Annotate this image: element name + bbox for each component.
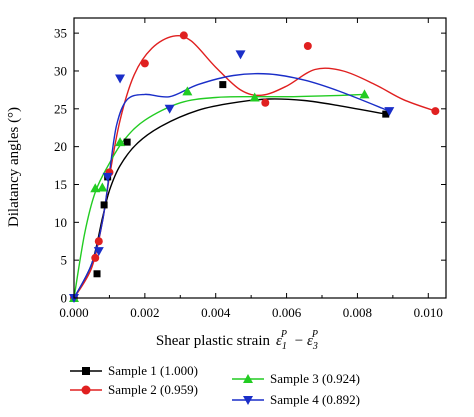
y-tick-label: 10	[54, 215, 67, 230]
series-1-point	[100, 201, 108, 209]
legend-label-sample-4: Sample 4 (0.892)	[270, 392, 360, 407]
y-tick-label: 20	[54, 139, 67, 154]
series-4-point	[235, 50, 246, 60]
plot-frame	[73, 17, 447, 299]
series-4-point	[102, 172, 113, 182]
series-3-point	[359, 89, 370, 99]
y-tick-label: 0	[61, 291, 68, 306]
x-tick-label: 0.008	[343, 305, 372, 320]
series-4-point	[164, 104, 175, 114]
x-axis-label-math: ε1P − ε3P	[276, 329, 318, 352]
y-tick-label: 5	[61, 253, 68, 268]
series-4-point	[384, 107, 395, 117]
data-markers	[69, 31, 440, 303]
y-tick-label: 35	[54, 26, 67, 41]
legend-label-sample-3: Sample 3 (0.924)	[270, 371, 360, 386]
series-2-point	[91, 253, 100, 262]
series-1-curve	[73, 98, 386, 299]
series-2-point	[303, 42, 312, 50]
y-tick-label: 15	[54, 177, 67, 192]
series-3-point	[90, 183, 101, 193]
x-axis-label: Shear plastic strain	[156, 333, 271, 349]
series-4-point	[93, 247, 104, 257]
chart-canvas: 0.000 0.002 0.004 0.006 0.008 0.010 0 5 10 15 20 25…	[6, 17, 447, 352]
legend-swatch-sample-1	[70, 367, 102, 375]
series-2-point	[261, 98, 270, 107]
series-3-point	[97, 182, 108, 192]
y-tick-label: 25	[54, 101, 67, 116]
series-2-point	[431, 107, 440, 116]
fit-curves	[73, 34, 436, 299]
legend-swatch-sample-3	[232, 374, 264, 383]
legend-item-sample-3: Sample 3 (0.924)	[232, 370, 360, 388]
series-3-point	[182, 86, 193, 96]
series-2-point	[94, 237, 103, 246]
series-2-point	[179, 31, 188, 40]
legend-item-sample-2: Sample 2 (0.959)	[70, 381, 198, 399]
series-4-curve	[73, 72, 390, 299]
legend-label-sample-2: Sample 2 (0.959)	[108, 382, 198, 397]
series-3-point	[115, 137, 126, 147]
series-2-curve	[73, 34, 436, 299]
legend-label-sample-1: Sample 1 (1.000)	[108, 363, 198, 378]
series-3-point	[249, 92, 260, 102]
legend-swatch-sample-4	[232, 396, 264, 405]
x-tick-label: 0.000	[59, 305, 88, 320]
x-tick-label: 0.004	[201, 305, 231, 320]
axes: 0.000 0.002 0.004 0.006 0.008 0.010 0 5 10 15 20 25…	[54, 17, 447, 320]
series-1-point	[93, 270, 101, 278]
x-tick-label: 0.002	[130, 305, 159, 320]
x-tick-label: 0.010	[414, 305, 443, 320]
legend: Sample 1 (1.000) Sample 2 (0.959) Sample…	[70, 362, 400, 414]
legend-swatch-sample-2	[70, 385, 102, 395]
x-tick-label: 0.006	[272, 305, 302, 320]
y-tick-label: 30	[54, 63, 67, 78]
legend-item-sample-4: Sample 4 (0.892)	[232, 391, 360, 409]
y-axis-label: Dilatancy angles (°)	[6, 107, 22, 227]
legend-item-sample-1: Sample 1 (1.000)	[70, 362, 198, 380]
series-1-point	[219, 81, 227, 89]
series-4-point	[115, 74, 126, 84]
series-3-curve	[73, 93, 365, 299]
series-2-point	[140, 59, 149, 68]
series-1-point	[382, 110, 390, 118]
series-1-point	[123, 138, 131, 146]
